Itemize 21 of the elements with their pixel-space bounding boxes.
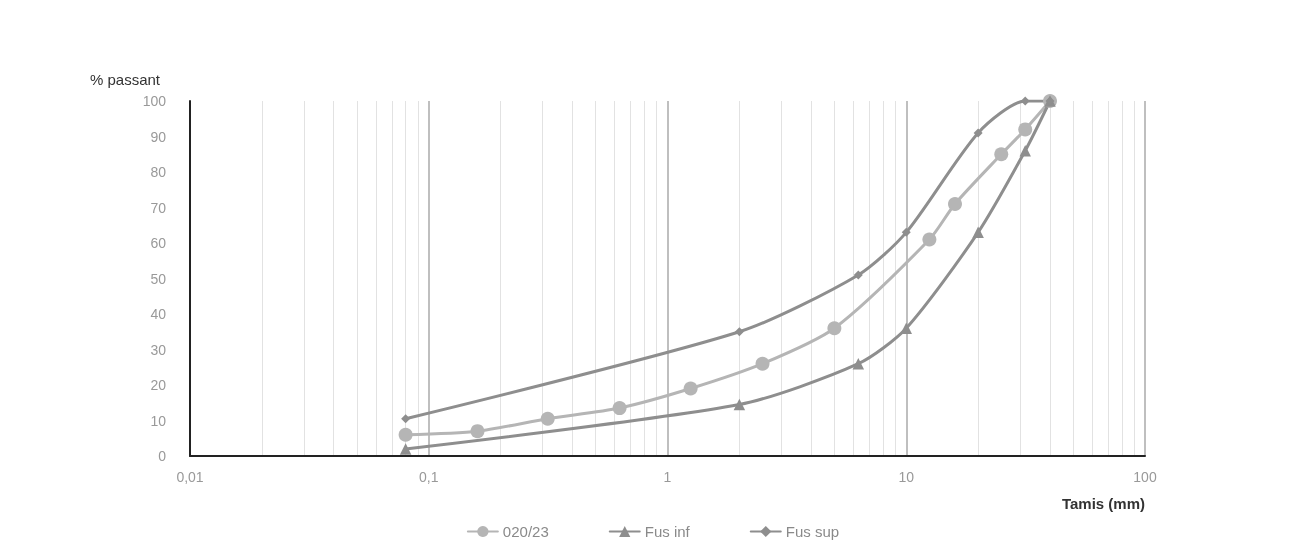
- x-tick-label: 0,1: [419, 469, 439, 485]
- x-tick-label: 10: [898, 469, 915, 485]
- y-tick-label: 0: [158, 448, 167, 464]
- y-tick-label: 80: [150, 164, 167, 180]
- y-axis-title: % passant: [90, 71, 161, 88]
- y-tick-label: 30: [150, 341, 167, 358]
- y-tick-label: 70: [150, 199, 167, 216]
- x-axis-title: Tamis (mm): [1061, 495, 1145, 512]
- y-tick-label: 100: [142, 93, 167, 109]
- x-tick-label: 0,01: [176, 469, 204, 485]
- legend-label: Fus sup: [785, 523, 840, 540]
- y-tick-label: 90: [150, 128, 167, 145]
- legend-label: Fus inf: [644, 523, 691, 540]
- y-tick-label: 20: [150, 377, 167, 393]
- legend-label: 020/23: [502, 523, 549, 540]
- y-tick-label: 10: [150, 412, 167, 429]
- y-tick-label: 60: [150, 235, 167, 251]
- x-tick-label: 100: [1133, 469, 1157, 485]
- x-tick-label: 1: [663, 469, 672, 485]
- y-tick-label: 50: [150, 270, 167, 287]
- y-tick-label: 40: [150, 306, 167, 322]
